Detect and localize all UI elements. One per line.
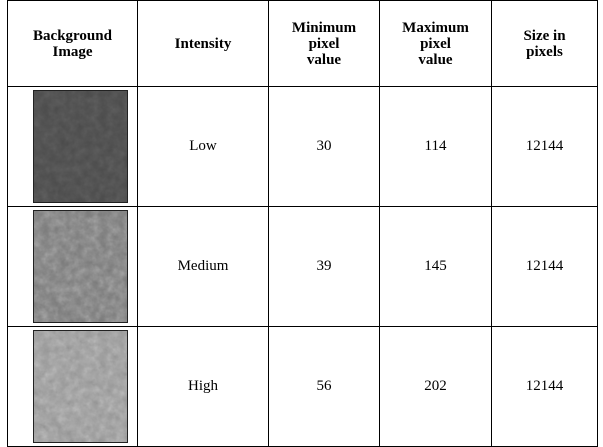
header-text: Background bbox=[8, 28, 137, 44]
header-text: Size in bbox=[492, 28, 597, 44]
header-text: pixel bbox=[380, 36, 491, 52]
header-text: value bbox=[269, 52, 379, 68]
page: BackgroundImageIntensityMinimumpixelvalu… bbox=[0, 0, 603, 446]
image-cell bbox=[8, 327, 138, 447]
image-cell bbox=[8, 207, 138, 327]
cell: 30 bbox=[269, 87, 380, 207]
header-cell: Intensity bbox=[138, 1, 269, 87]
cell: Medium bbox=[138, 207, 269, 327]
cell: 56 bbox=[269, 327, 380, 447]
header-text: Image bbox=[8, 44, 137, 60]
cell: 39 bbox=[269, 207, 380, 327]
background-image bbox=[33, 210, 128, 323]
cell: 114 bbox=[380, 87, 492, 207]
header-text: pixel bbox=[269, 36, 379, 52]
cell: 12144 bbox=[492, 207, 598, 327]
header-text: Minimum bbox=[269, 20, 379, 36]
header-text: pixels bbox=[492, 44, 597, 60]
header-text: value bbox=[380, 52, 491, 68]
image-cell bbox=[8, 87, 138, 207]
cell: Low bbox=[138, 87, 269, 207]
header-text: Maximum bbox=[380, 20, 491, 36]
cell: 12144 bbox=[492, 87, 598, 207]
cell: 12144 bbox=[492, 327, 598, 447]
header-text: Intensity bbox=[138, 36, 268, 52]
cell: 145 bbox=[380, 207, 492, 327]
background-image bbox=[33, 330, 128, 443]
cell: High bbox=[138, 327, 269, 447]
cell: 202 bbox=[380, 327, 492, 447]
background-image bbox=[33, 90, 128, 203]
